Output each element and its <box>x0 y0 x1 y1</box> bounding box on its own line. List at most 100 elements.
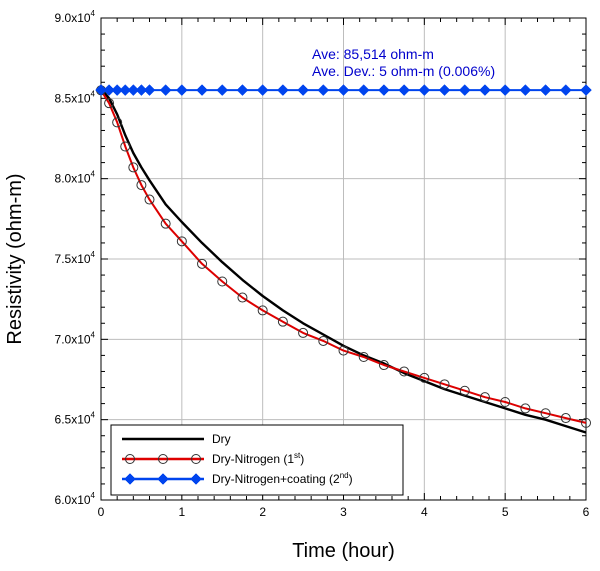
y-tick-labels: 6.0x1046.5x1047.0x1047.5x1048.0x1048.5x1… <box>55 9 96 507</box>
series-2-point <box>111 84 124 96</box>
y-tick-exponent: 4 <box>91 9 96 18</box>
annotation-average: Ave: 85,514 ohm-m <box>312 46 434 62</box>
series-1-point <box>257 305 268 316</box>
legend-item-2: Dry-Nitrogen+coating (2nd) <box>122 471 353 486</box>
legend-swatch-marker <box>158 454 168 464</box>
y-tick-label: 6.0x104 <box>55 491 96 507</box>
series-2-point <box>559 84 572 96</box>
series-1-point <box>160 218 171 229</box>
legend-swatch-marker <box>124 473 136 485</box>
legend-label-sup: st <box>294 451 301 460</box>
legend-label-name: Dry <box>212 432 231 446</box>
series-2-point <box>103 84 115 96</box>
x-tick-label: 6 <box>583 505 590 519</box>
series-1-point <box>217 276 228 287</box>
y-tick-exponent: 4 <box>91 491 96 500</box>
x-tick-label: 0 <box>98 505 105 519</box>
legend-label: Dry-Nitrogen+coating (2nd) <box>212 471 353 486</box>
series-2-point <box>499 84 512 96</box>
series-1-point <box>419 372 430 383</box>
series-2-point <box>236 84 249 96</box>
series-line-1 <box>100 89 587 424</box>
y-tick-exponent: 4 <box>91 411 96 420</box>
legend-label: Dry-Nitrogen (1st) <box>212 451 304 466</box>
series-2-point <box>143 84 156 96</box>
y-axis-title: Resistivity (ohm-m) <box>4 173 26 344</box>
x-tick-label: 1 <box>178 505 185 519</box>
y-tick-mantissa: 8.5x10 <box>55 91 91 105</box>
series-2-point <box>196 84 208 96</box>
legend-label-suffix: ) <box>349 472 353 486</box>
series-1-point <box>120 141 131 152</box>
series-2-point <box>297 84 309 96</box>
series-2-point <box>337 84 350 96</box>
series-2-point <box>539 84 552 96</box>
series-2-point <box>317 84 330 96</box>
series-1-point <box>399 366 410 377</box>
legend-label-suffix: ) <box>300 452 304 466</box>
x-tick-labels: 0 1 2 3 4 5 6 <box>98 505 590 519</box>
series-1-point <box>277 316 288 327</box>
y-tick-label: 7.5x104 <box>55 250 96 266</box>
y-tick-exponent: 4 <box>91 170 96 179</box>
series-1-point <box>459 385 470 396</box>
series-2-point <box>277 84 289 96</box>
series-2-point <box>127 84 140 96</box>
series-2-point <box>135 84 148 96</box>
legend-swatch-marker <box>191 454 201 464</box>
y-tick-mantissa: 9.0x10 <box>55 11 91 25</box>
series-line-0 <box>100 87 587 434</box>
series-layer <box>95 84 592 434</box>
y-tick-mantissa: 7.0x10 <box>55 332 91 346</box>
series-1-point <box>500 396 511 407</box>
y-tick-label: 8.0x104 <box>55 170 96 186</box>
series-2-point <box>398 84 410 96</box>
series-0 <box>100 87 587 434</box>
x-tick-label: 4 <box>421 505 428 519</box>
legend-swatch-marker <box>190 473 202 485</box>
y-tick-mantissa: 6.0x10 <box>55 493 91 507</box>
series-2-point <box>519 84 532 96</box>
y-tick-label: 7.0x104 <box>55 330 96 346</box>
y-tick-mantissa: 6.5x10 <box>55 413 91 427</box>
y-tick-exponent: 4 <box>91 250 96 259</box>
series-2-point <box>119 84 132 96</box>
series-1-point <box>439 379 450 390</box>
series-2-point <box>479 84 491 96</box>
x-axis-title: Time (hour) <box>292 540 395 562</box>
legend-label-name: Dry-Nitrogen (1 <box>212 452 294 466</box>
series-1-point <box>318 335 329 346</box>
series-2-point <box>357 84 370 96</box>
y-tick-mantissa: 8.0x10 <box>55 172 91 186</box>
series-2-point <box>216 84 229 96</box>
y-tick-label: 9.0x104 <box>55 9 96 25</box>
legend-label-sup: nd <box>340 471 349 480</box>
series-1-point <box>479 392 490 403</box>
series-2-point <box>256 84 269 96</box>
series-2-point <box>458 84 471 96</box>
series-1-point <box>104 98 115 109</box>
series-1-point <box>176 236 187 247</box>
series-1-point <box>560 413 571 424</box>
series-2 <box>95 84 592 96</box>
series-1-point <box>338 345 349 356</box>
series-1-point <box>298 327 309 338</box>
x-tick-label: 3 <box>340 505 347 519</box>
annotation-average-deviation: Ave. Dev.: 5 ohm-m (0.006%) <box>312 63 495 79</box>
legend-label-name: Dry-Nitrogen+coating (2 <box>212 472 340 486</box>
series-1-point <box>144 194 155 205</box>
x-tick-label: 5 <box>502 505 509 519</box>
y-tick-exponent: 4 <box>91 89 96 98</box>
legend-label: Dry <box>212 432 231 446</box>
series-1-point <box>136 180 147 191</box>
series-2-point <box>580 84 592 96</box>
x-tick-label: 2 <box>259 505 266 519</box>
axis-ticks <box>100 17 587 501</box>
legend-item-0: Dry <box>122 432 231 446</box>
y-tick-exponent: 4 <box>91 330 96 339</box>
series-2-point <box>159 84 172 96</box>
series-1-point <box>197 258 208 269</box>
